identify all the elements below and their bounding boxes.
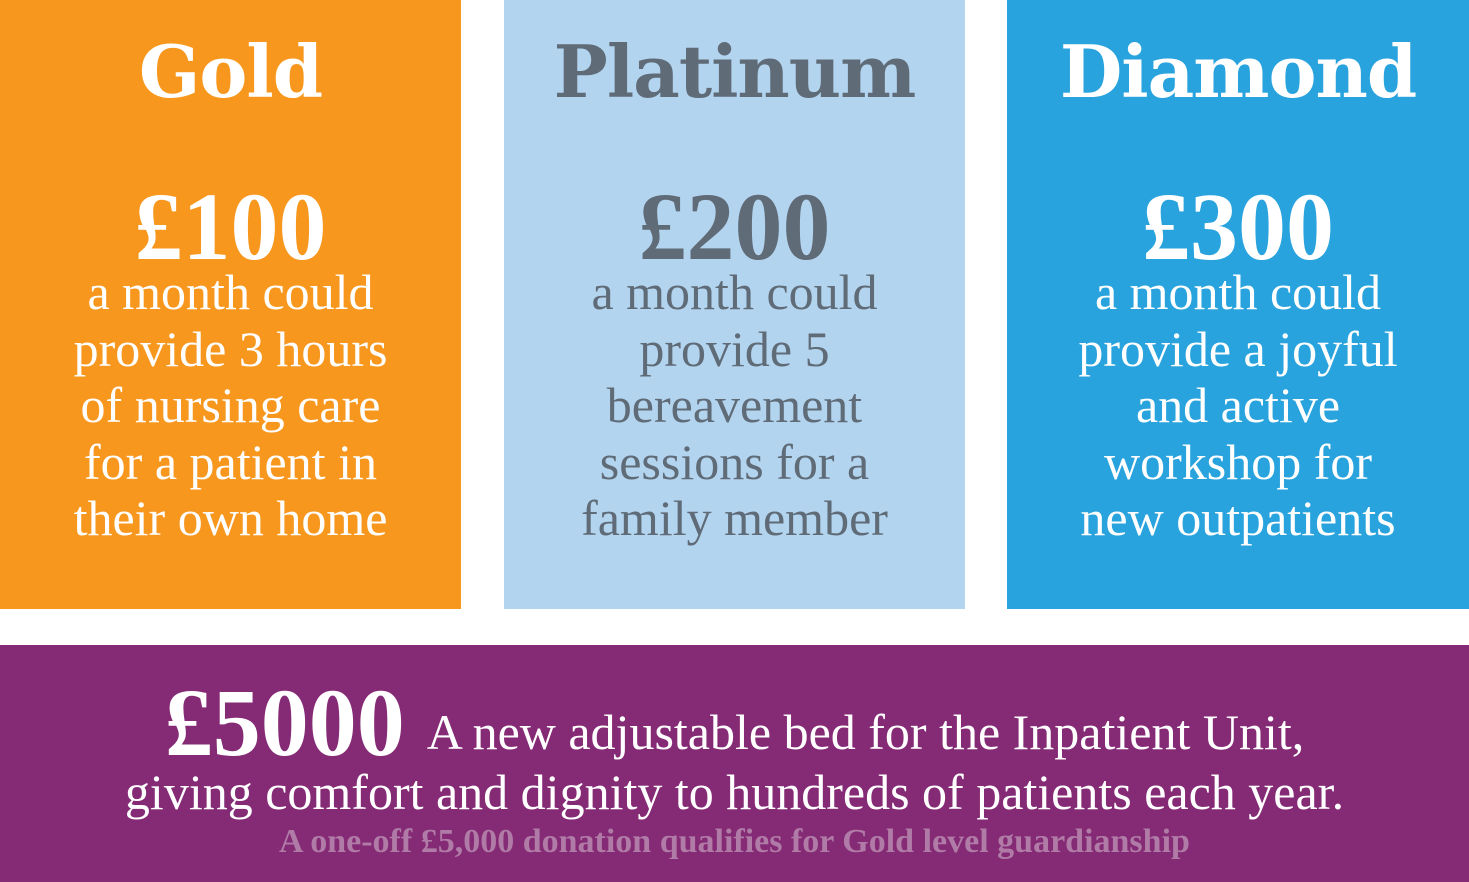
desc-line: provide 5 <box>639 320 830 377</box>
desc-line: and active <box>1135 377 1341 433</box>
banner-line-1: £5000 A new adjustable bed for the Inpati… <box>0 667 1469 778</box>
desc-line: a month could <box>1094 264 1382 320</box>
tier-title: Platinum <box>553 29 917 114</box>
tier-title: Gold <box>138 29 323 114</box>
desc-line: for a patient in <box>84 433 377 490</box>
desc-line: of nursing care <box>80 377 381 433</box>
tier-description: a month could provide 3 hours of nursing… <box>0 264 461 547</box>
banner-text: A new adjustable bed for the Inpatient U… <box>426 704 1305 760</box>
banner-note: A one-off £5,000 donation qualifies for … <box>279 823 1190 860</box>
banner-price: £5000 <box>164 669 405 776</box>
tier-price: £300 <box>1142 173 1334 280</box>
tier-price: £200 <box>638 173 831 280</box>
tier-platinum: Platinum £200 a month could provide 5 be… <box>504 0 965 609</box>
tier-diamond: Diamond £300 a month could provide a joy… <box>1007 0 1469 609</box>
desc-line: sessions for a <box>599 433 870 490</box>
desc-line: family member <box>581 490 888 546</box>
tier-description: a month could provide 5 bereavement sess… <box>504 264 965 547</box>
desc-line: provide a joyful <box>1078 320 1398 377</box>
tier-description: a month could provide a joyful and activ… <box>1007 264 1469 547</box>
major-gift-banner: £5000 A new adjustable bed for the Inpati… <box>0 645 1469 882</box>
banner-line-2: giving comfort and dignity to hundreds o… <box>124 764 1345 820</box>
desc-line: workshop for <box>1103 433 1373 490</box>
desc-line: a month could <box>87 264 374 320</box>
desc-line: bereavement <box>606 377 863 433</box>
desc-line: new outpatients <box>1080 490 1396 546</box>
tier-title: Diamond <box>1059 29 1417 114</box>
tier-gold: Gold £100 a month could provide 3 hours … <box>0 0 461 609</box>
desc-line: their own home <box>73 490 388 546</box>
desc-line: a month could <box>591 264 878 320</box>
tier-price: £100 <box>134 173 327 280</box>
desc-line: provide 3 hours <box>73 320 388 377</box>
